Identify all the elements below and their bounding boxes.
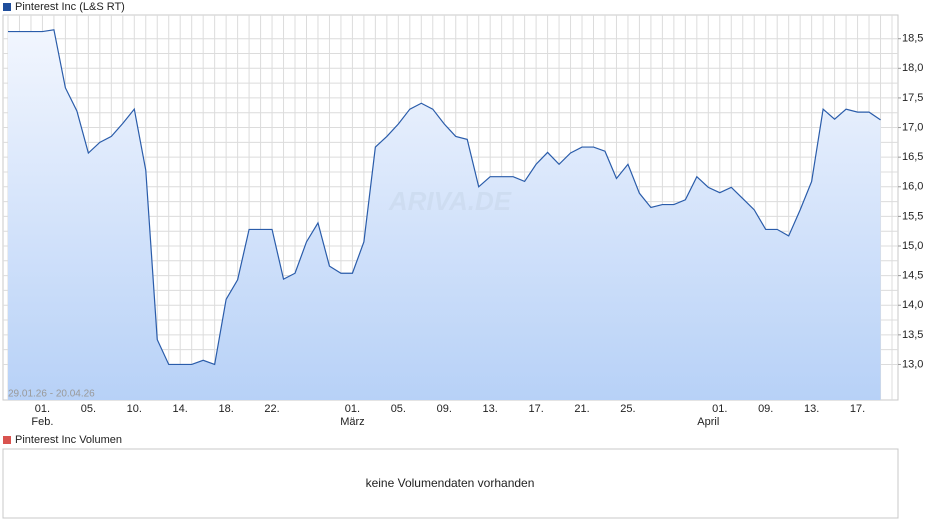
y-tick-label: 15,5	[902, 210, 923, 222]
y-tick-label: 18,5	[902, 33, 923, 45]
y-tick-label: 13,5	[902, 329, 923, 341]
y-tick-label: 18,0	[902, 62, 923, 74]
legend-label: Pinterest Inc (L&S RT)	[15, 1, 125, 13]
y-tick-label: 16,0	[902, 181, 923, 193]
x-tick-label: 05.	[391, 403, 406, 415]
y-tick-label: 16,5	[902, 151, 923, 163]
x-tick-label: 09.	[437, 403, 452, 415]
watermark: ARIVA.DE	[388, 186, 512, 216]
y-tick-label: 17,0	[902, 121, 923, 133]
x-tick-label: 01.	[345, 403, 360, 415]
x-tick-label: 18.	[218, 403, 233, 415]
x-tick-label: 01.	[35, 403, 50, 415]
x-tick-label: 17.	[528, 403, 543, 415]
y-tick-label: 14,5	[902, 270, 923, 282]
legend-swatch	[3, 3, 11, 11]
x-tick-label: 22.	[264, 403, 279, 415]
x-tick-label: 13.	[483, 403, 498, 415]
volume-frame	[2, 448, 899, 519]
y-tick-label: 14,0	[902, 299, 923, 311]
x-tick-label: 05.	[81, 403, 96, 415]
x-month-label: Feb.	[31, 416, 53, 428]
date-range: 29.01.26 - 20.04.26	[8, 389, 95, 400]
x-month-label: März	[340, 416, 364, 428]
x-tick-label: 21.	[574, 403, 589, 415]
volume-message: keine Volumendaten vorhanden	[366, 476, 535, 490]
x-tick-label: 13.	[804, 403, 819, 415]
x-tick-label: 25.	[620, 403, 635, 415]
x-tick-label: 09.	[758, 403, 773, 415]
x-tick-label: 01.	[712, 403, 727, 415]
legend-swatch	[3, 436, 11, 444]
x-month-label: April	[697, 416, 719, 428]
area	[8, 29, 881, 401]
x-tick-label: 10.	[127, 403, 142, 415]
legend-label: Pinterest Inc Volumen	[15, 434, 122, 446]
line	[8, 29, 881, 366]
y-tick-label: 17,5	[902, 92, 923, 104]
y-tick-label: 15,0	[902, 240, 923, 252]
x-tick-label: 17.	[850, 403, 865, 415]
x-tick-label: 14.	[173, 403, 188, 415]
y-tick-label: 13,0	[902, 358, 923, 370]
